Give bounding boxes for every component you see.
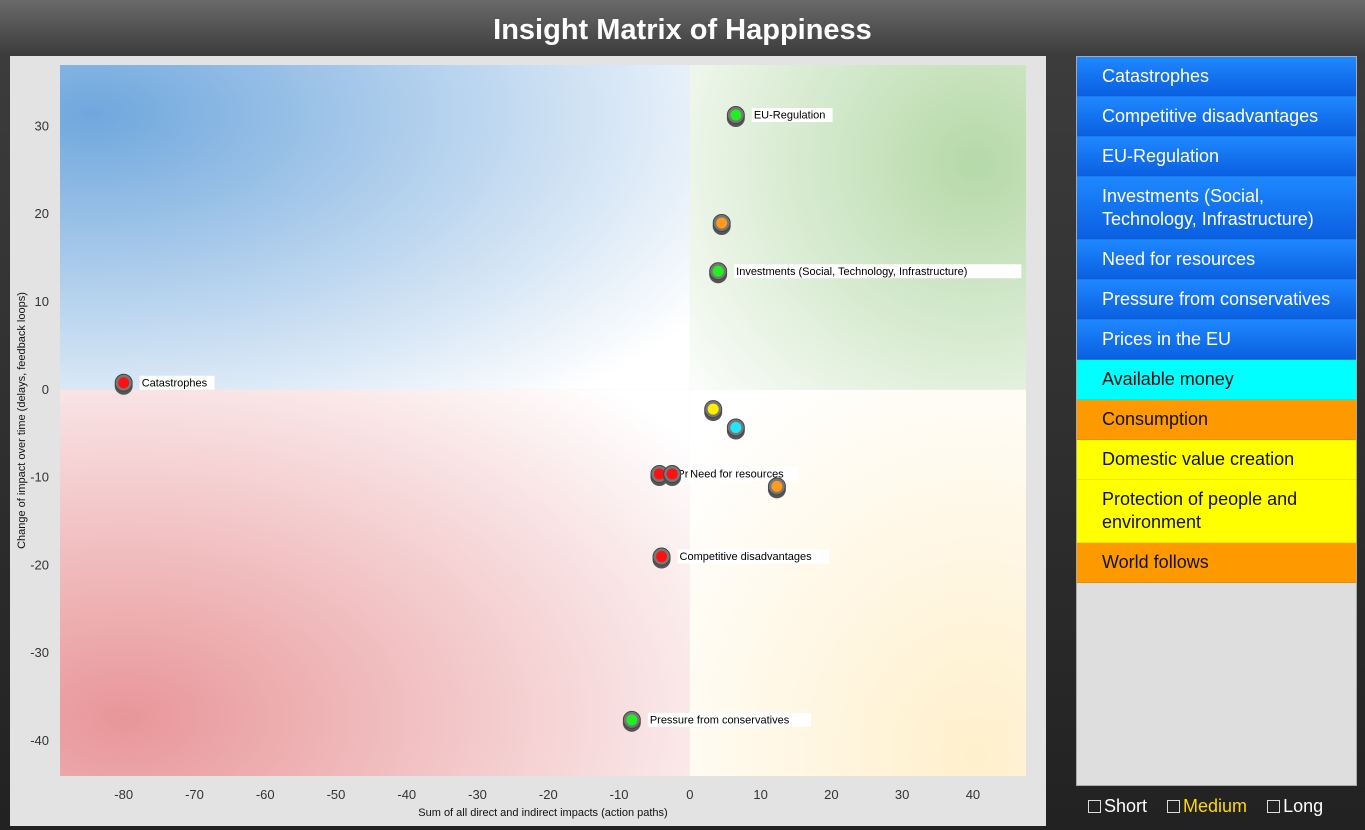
y-axis-label: Change of impact over time (delays, feed… — [16, 292, 28, 549]
short-toggle[interactable]: Short — [1088, 796, 1147, 817]
short-checkbox[interactable] — [1088, 800, 1101, 813]
point-label: Competitive disadvantages — [680, 551, 813, 563]
point-label: Catastrophes — [142, 377, 208, 389]
x-tick-label: -80 — [114, 787, 133, 802]
quadrant-top-left — [60, 65, 690, 390]
point-label-background — [751, 108, 833, 123]
x-axis-label: Sum of all direct and indirect impacts (… — [418, 807, 667, 819]
point-marker — [656, 551, 668, 563]
factor-item[interactable]: Pressure from conservatives — [1077, 280, 1356, 320]
point-marker — [666, 468, 678, 480]
timescale-toggles: Short Medium Long — [1088, 796, 1323, 817]
y-tick-label: -40 — [30, 733, 49, 748]
y-tick-label: -30 — [30, 645, 49, 660]
medium-checkbox[interactable] — [1167, 800, 1181, 813]
data-point[interactable] — [767, 477, 786, 499]
insight-matrix-chart: -80 -70 -60 -50 -40 -30 -20 -10 0 10 20 30 40 30 20 10 0… — [10, 56, 1046, 826]
point-label: Need for resources — [690, 469, 784, 481]
x-tick-label: 40 — [966, 787, 980, 802]
y-tick-label: 0 — [42, 382, 49, 397]
x-tick-label: -50 — [327, 787, 346, 802]
factor-item[interactable]: Protection of people and environment — [1077, 480, 1356, 543]
x-tick-label: -60 — [256, 787, 275, 802]
factor-item[interactable]: Investments (Social, Technology, Infrast… — [1077, 177, 1356, 240]
point-marker — [716, 217, 728, 229]
data-point[interactable] — [704, 400, 723, 422]
point-label: Pressure from conservatives — [650, 714, 790, 726]
point-label-background — [688, 467, 799, 482]
data-point[interactable] — [622, 710, 641, 732]
point-marker — [118, 377, 130, 389]
x-tick-label: 10 — [753, 787, 767, 802]
point-marker — [730, 109, 742, 121]
data-point[interactable] — [712, 214, 731, 236]
long-toggle[interactable]: Long — [1267, 796, 1323, 817]
data-point[interactable] — [663, 465, 682, 487]
point-label-background — [734, 264, 1022, 279]
factor-item[interactable]: Competitive disadvantages — [1077, 97, 1356, 137]
data-point[interactable] — [114, 373, 133, 395]
x-tick-label: -40 — [397, 787, 416, 802]
point-label: Pr — [677, 469, 688, 481]
medium-label: Medium — [1183, 796, 1248, 816]
x-tick-label: -30 — [468, 787, 487, 802]
page-title: Insight Matrix of Happiness — [493, 14, 872, 46]
point-marker — [707, 403, 719, 415]
scatter-plot: -80 -70 -60 -50 -40 -30 -20 -10 0 10 20 30 40 30 20 10 0… — [16, 65, 1026, 819]
factor-item[interactable]: World follows — [1077, 543, 1356, 583]
factor-item[interactable]: Catastrophes — [1077, 57, 1356, 97]
data-point[interactable] — [652, 547, 671, 569]
factor-item[interactable]: Need for resources — [1077, 240, 1356, 280]
point-label: Investments (Social, Technology, Infrast… — [736, 266, 967, 278]
point-marker — [730, 422, 742, 434]
y-tick-label: -10 — [30, 470, 49, 485]
quadrant-bottom-right — [689, 389, 1026, 776]
point-marker — [653, 468, 665, 480]
quadrant-top-right — [689, 65, 1026, 390]
factor-item[interactable]: Consumption — [1077, 400, 1356, 440]
long-checkbox[interactable] — [1267, 800, 1281, 813]
factor-item[interactable]: Available money — [1077, 360, 1356, 400]
point-label-background — [647, 712, 812, 727]
data-point[interactable] — [709, 262, 728, 284]
factor-item[interactable]: Prices in the EU — [1077, 320, 1356, 360]
point-marker — [712, 265, 724, 277]
point-label-background — [139, 375, 215, 390]
y-tick-label: 10 — [35, 294, 49, 309]
x-tick-label: -70 — [185, 787, 204, 802]
point-marker — [626, 714, 638, 726]
factor-item[interactable]: EU-Regulation — [1077, 137, 1356, 177]
long-label: Long — [1283, 796, 1324, 816]
y-tick-label: 30 — [35, 118, 49, 133]
point-marker — [771, 480, 783, 492]
factor-item[interactable]: Domestic value creation — [1077, 440, 1356, 480]
factor-list[interactable]: Catastrophes Competitive disadvantages EU-… — [1076, 56, 1357, 786]
data-point[interactable] — [726, 418, 745, 440]
x-tick-label: 30 — [895, 787, 909, 802]
point-label: EU-Regulation — [754, 110, 826, 122]
y-tick-label: -20 — [30, 557, 49, 572]
medium-toggle[interactable]: Medium — [1167, 796, 1247, 817]
x-tick-label: 0 — [686, 787, 693, 802]
data-point[interactable] — [726, 106, 745, 128]
quadrant-bottom-left — [60, 389, 690, 776]
x-tick-label: -20 — [539, 787, 558, 802]
x-tick-label: -10 — [610, 787, 629, 802]
point-label-background — [677, 549, 830, 564]
x-tick-label: 20 — [824, 787, 838, 802]
y-tick-label: 20 — [35, 206, 49, 221]
short-label: Short — [1104, 796, 1148, 816]
